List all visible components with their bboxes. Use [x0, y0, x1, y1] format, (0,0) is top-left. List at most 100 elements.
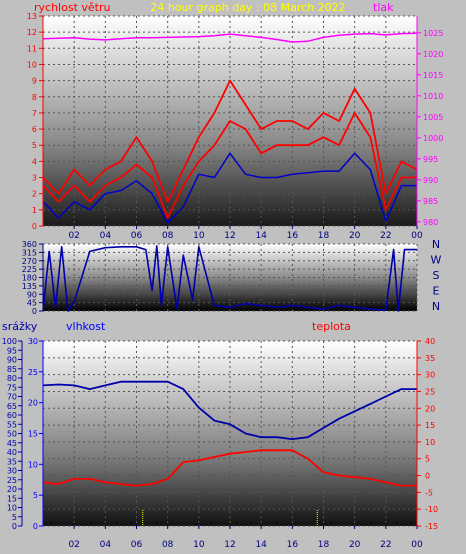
- x-tick-label: 16: [287, 540, 299, 550]
- x-tick-label: 02: [68, 540, 79, 550]
- temperature-axis-tick-label: 25: [425, 387, 435, 396]
- direction-axis-tick-label: 225: [22, 265, 37, 274]
- direction-axis-tick-label: 315: [22, 248, 37, 257]
- series-gust-variation: [42, 79, 418, 203]
- x-tick-label: 20: [349, 231, 361, 241]
- temperature-axis: -15 -10 -5 0 5 10 15 20 25 30 35 40: [416, 337, 438, 531]
- humidity-axis-tick-label: 0: [33, 522, 38, 531]
- humidity-axis: 0 5 10 15 20 25 30: [28, 337, 44, 531]
- temperature-axis-tick-label: 35: [425, 354, 435, 363]
- x-tick-label: 16: [287, 231, 299, 241]
- direction-axis-tick-label: 180: [22, 274, 37, 283]
- wind-axis-tick-label: 10: [27, 60, 37, 69]
- temperature-axis-tick-label: -10: [425, 505, 438, 514]
- rain-axis-tick-label: 30: [7, 467, 17, 476]
- x-tick-label: 18: [318, 540, 330, 550]
- pressure-axis-tick-label: 995: [423, 155, 438, 164]
- wind-axis-tick-label: 8: [32, 93, 37, 102]
- rain-label: srážky: [2, 320, 38, 333]
- humidity-axis-tick-label: 10: [28, 460, 38, 469]
- compass-label: N: [432, 238, 440, 251]
- rain-axis-tick-label: 55: [7, 420, 17, 429]
- temperature-axis-tick-label: -5: [425, 488, 433, 497]
- rain-axis-tick-label: 70: [7, 393, 17, 402]
- series-vlhkost: [42, 380, 417, 440]
- wind-axis-tick-label: 4: [32, 157, 37, 166]
- rain-axis-tick-label: 100: [2, 337, 17, 346]
- rain-axis: 0510152025303540455055606570758085909510…: [2, 337, 23, 531]
- x-tick-label: 10: [193, 540, 205, 550]
- header-wind-label: rychlost větru: [34, 1, 110, 14]
- rain-axis-tick-label: 80: [7, 374, 17, 383]
- x-tick-label: 22: [380, 540, 391, 550]
- direction-axis-tick-label: 45: [27, 299, 37, 308]
- rain-axis-tick-label: 5: [12, 513, 17, 522]
- direction-axis-tick-label: 90: [27, 290, 37, 299]
- wind-axis-tick-label: 7: [32, 109, 37, 118]
- series-teplota: [42, 449, 417, 487]
- rain-axis-tick-label: 0: [12, 522, 17, 531]
- wind-axis-tick-label: 12: [27, 28, 37, 37]
- rain-axis-tick-label: 15: [7, 494, 17, 503]
- humidity-axis-tick-label: 25: [28, 368, 38, 377]
- x-tick-label: 20: [349, 540, 361, 550]
- header-pressure-label: tlak: [373, 1, 394, 14]
- rain-axis-tick-label: 25: [7, 476, 17, 485]
- direction-axis-tick-label: 270: [22, 257, 37, 266]
- wind-pressure-series: [42, 32, 418, 224]
- wind-time-axis: 02 04 06 08 10 12 14 16 18 20 22 00: [68, 226, 423, 241]
- pressure-axis-tick-label: 985: [423, 197, 438, 206]
- x-tick-label: 02: [68, 231, 79, 241]
- compass-label: N: [432, 300, 440, 313]
- temperature-axis-tick-label: -15: [425, 522, 438, 531]
- x-tick-label: 00: [411, 231, 423, 241]
- x-tick-label: 14: [255, 231, 267, 241]
- temperature-axis-tick-label: 20: [425, 404, 435, 413]
- wind-axis-tick-label: 9: [32, 77, 37, 86]
- rain-axis-tick-label: 90: [7, 356, 17, 365]
- compass-label: S: [433, 269, 440, 282]
- direction-axis-tick-label: 360: [22, 240, 37, 249]
- rain-axis-tick-label: 10: [7, 504, 17, 513]
- x-tick-label: 12: [224, 231, 235, 241]
- rain-axis-tick-label: 75: [7, 383, 17, 392]
- x-tick-label: 06: [131, 540, 143, 550]
- x-tick-label: 10: [193, 231, 205, 241]
- x-tick-label: 06: [131, 231, 143, 241]
- x-tick-label: 22: [380, 231, 391, 241]
- x-tick-label: 08: [162, 540, 174, 550]
- pressure-axis-tick-label: 1025: [423, 29, 443, 38]
- compass-label: E: [433, 285, 440, 298]
- rain-axis-tick-label: 50: [7, 430, 17, 439]
- wind-axis-tick-label: 13: [27, 12, 37, 21]
- humidity-axis-tick-label: 20: [28, 399, 38, 408]
- rain-axis-tick-label: 20: [7, 485, 17, 494]
- rain-axis-tick-label: 60: [7, 411, 17, 420]
- temperature-axis-tick-label: 5: [425, 455, 430, 464]
- temperature-axis-tick-label: 0: [425, 472, 430, 481]
- direction-axis-tick-label: 135: [22, 282, 37, 291]
- humidity-label: vlhkost: [66, 320, 106, 333]
- pressure-axis-tick-label: 1015: [423, 71, 443, 80]
- compass-label: W: [431, 254, 442, 267]
- wind-axis-tick-label: 0: [32, 222, 37, 231]
- series-rychlost-větru: [42, 112, 417, 219]
- direction-axis-tick-label: 0: [32, 307, 37, 316]
- rain-humidity-temp-series: [42, 380, 417, 526]
- x-tick-label: 14: [255, 540, 267, 550]
- rain-humidity-temp-plot-area: [43, 341, 417, 526]
- pressure-axis-tick-label: 1010: [423, 92, 443, 101]
- pressure-axis-tick-label: 1000: [423, 134, 443, 143]
- rain-axis-tick-label: 45: [7, 439, 17, 448]
- rain-axis-tick-label: 65: [7, 402, 17, 411]
- rain-axis-tick-label: 85: [7, 365, 17, 374]
- series-wind-direction: [42, 245, 417, 312]
- humidity-axis-tick-label: 30: [28, 337, 38, 346]
- x-tick-label: 04: [100, 540, 112, 550]
- series-průměrná-rychlost: [42, 152, 417, 224]
- wind-axis-tick-label: 11: [27, 44, 37, 53]
- temperature-axis-tick-label: 15: [425, 421, 435, 430]
- rain-axis-tick-label: 95: [7, 346, 17, 355]
